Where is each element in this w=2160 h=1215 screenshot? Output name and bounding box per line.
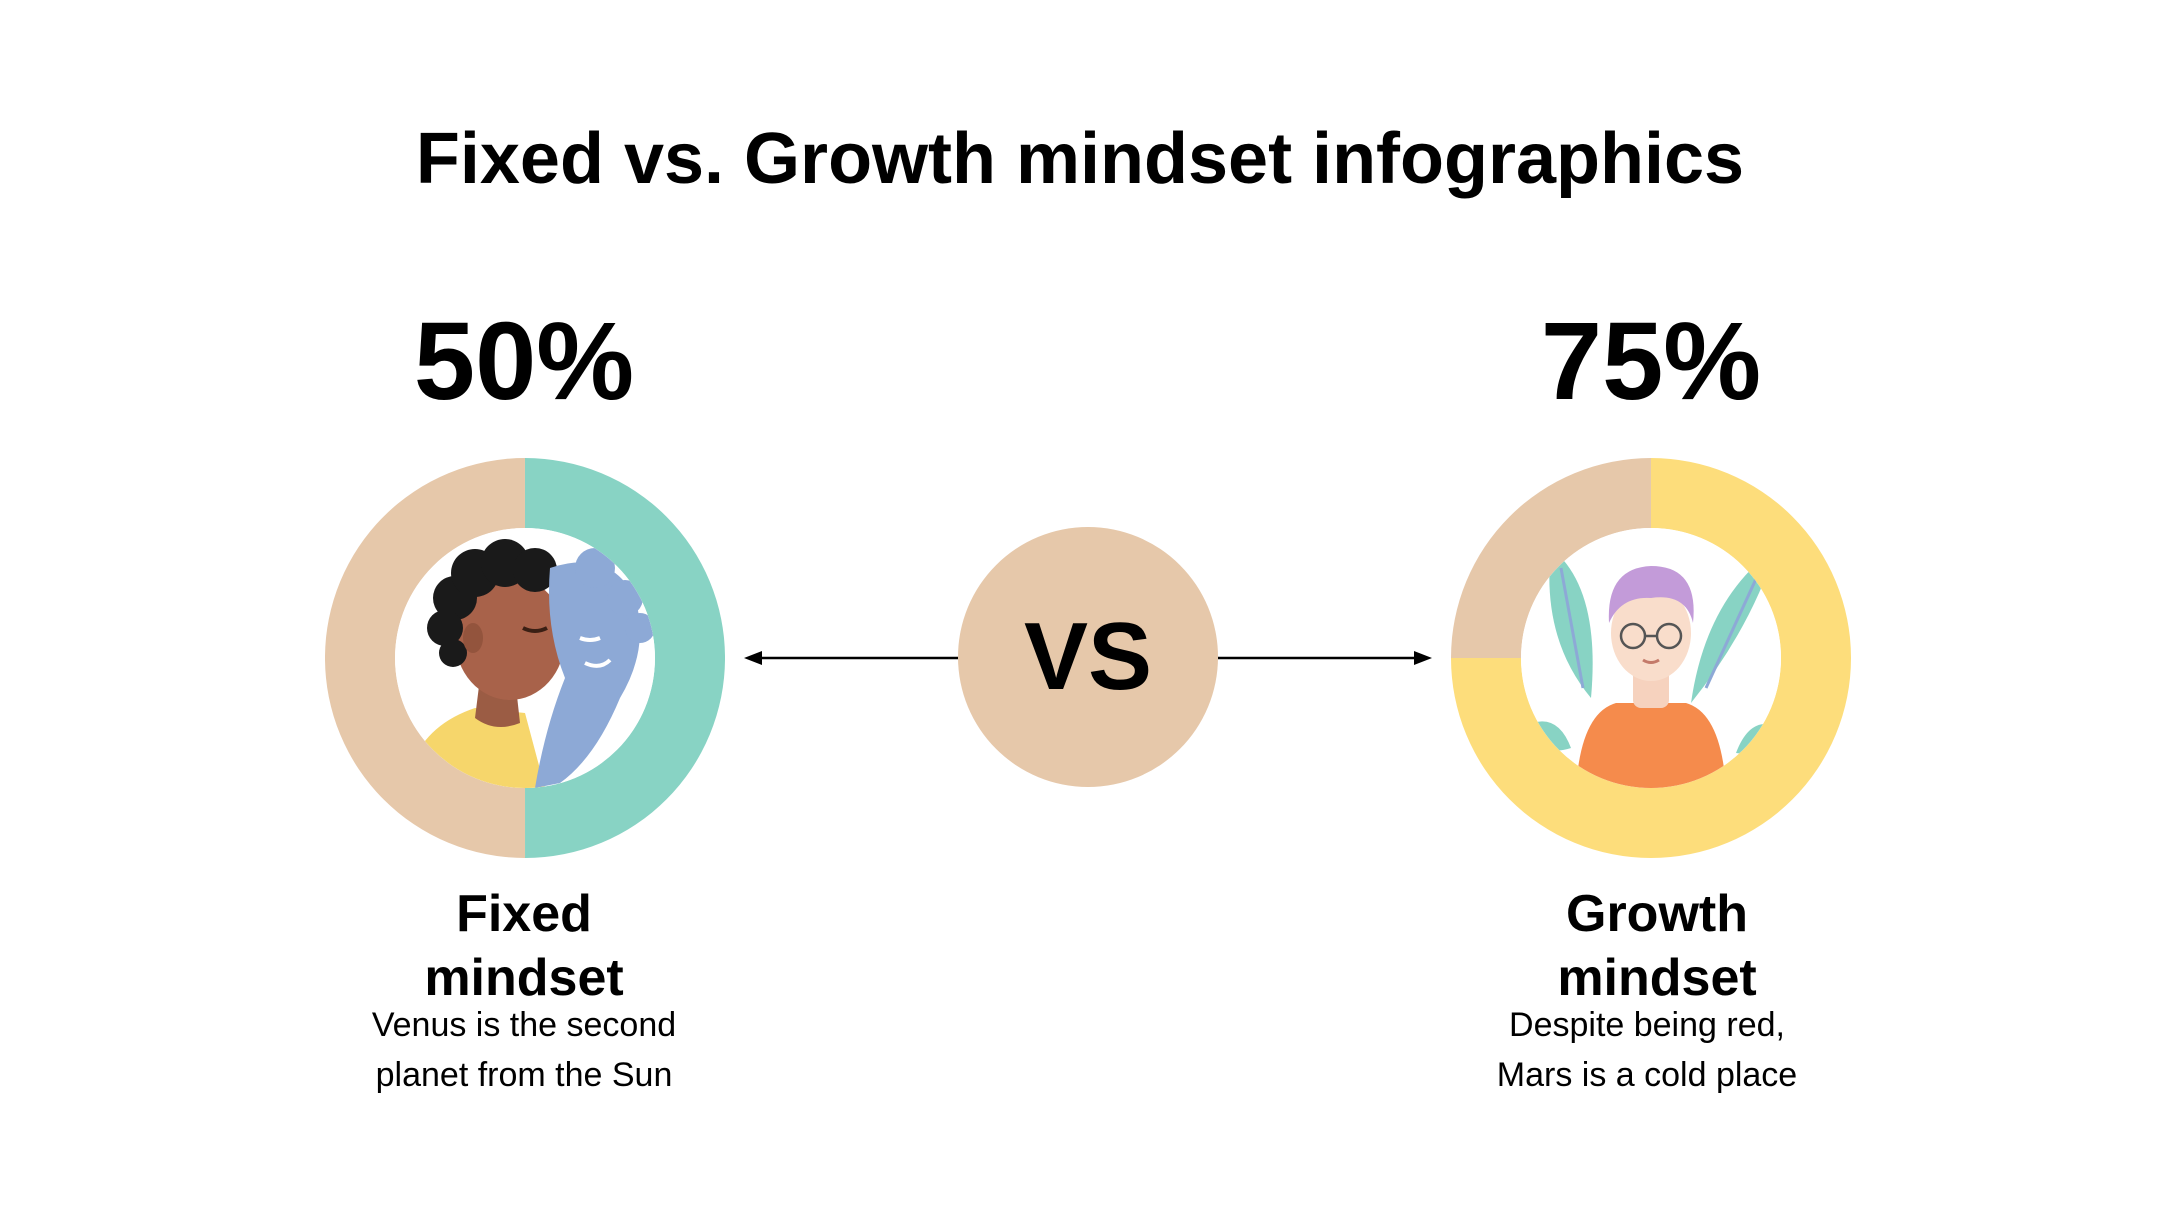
fixed-label-line-2: mindset [424,949,624,1007]
growth-donut-segments [1451,458,1851,858]
fixed-label-line-1: Fixed [456,885,592,943]
growth-desc-line-2: Mars is a cold place [1496,1056,1798,1094]
growth-donut-svg [1451,458,1851,858]
fixed-donut-segments [325,458,725,858]
growth-percentage: 75% [1540,300,1762,423]
fixed-mindset-label: Fixed mindset [314,882,734,1010]
fixed-donut-svg [325,458,725,858]
donut-slice-remainder [1451,458,1651,658]
growth-label-line-1: Growth [1566,885,1748,943]
arrow-right [1218,648,1432,668]
growth-donut-chart [1451,458,1851,858]
fixed-percentage: 50% [413,300,635,423]
donut-slice-growth-mindset [1451,458,1851,858]
fixed-desc-line-2: planet from the Sun [375,1056,673,1094]
growth-mindset-label: Growth mindset [1447,882,1867,1010]
person-with-mask-icon [395,528,655,788]
fixed-donut-chart [325,458,725,858]
vs-badge: VS [958,527,1218,787]
donut-slice-remainder [325,458,525,858]
fixed-desc-line-1: Venus is the second [371,1006,677,1044]
fixed-mindset-description: Venus is the second planet from the Sun [294,1000,754,1100]
growth-label-line-2: mindset [1557,949,1757,1007]
growth-mindset-description: Despite being red, Mars is a cold place [1417,1000,1877,1100]
donut-slice-fixed-mindset [525,458,725,858]
arrow-left [744,648,958,668]
person-with-plants-icon [1521,528,1781,788]
growth-desc-line-1: Despite being red, [1509,1006,1785,1044]
page-title: Fixed vs. Growth mindset infographics [415,119,1745,199]
